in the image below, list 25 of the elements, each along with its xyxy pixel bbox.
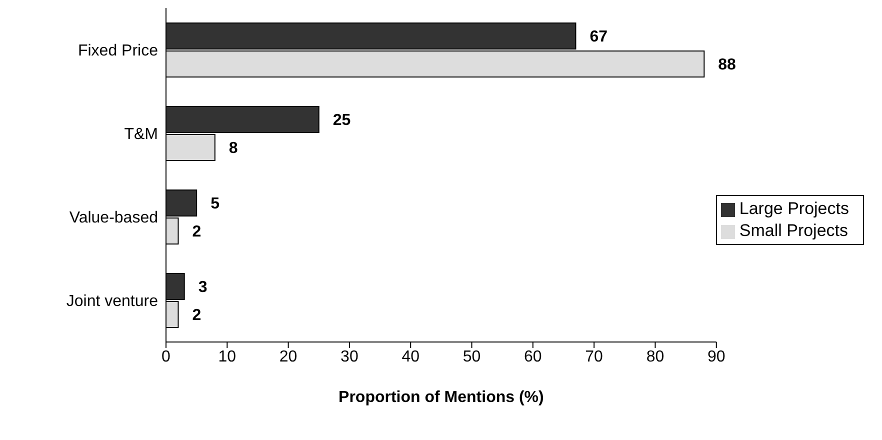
x-axis-title: Proportion of Mentions (%) — [338, 389, 544, 406]
x-tick-label: 80 — [646, 348, 664, 366]
legend-label: Large Projects — [739, 199, 849, 218]
x-tick-label: 40 — [402, 348, 420, 366]
x-tick-label: 0 — [162, 348, 171, 366]
data-label: 8 — [228, 140, 238, 158]
data-label: 67 — [590, 28, 608, 46]
x-tick-label: 70 — [585, 348, 604, 366]
data-label: 3 — [198, 279, 208, 296]
data-label: 2 — [192, 307, 202, 324]
x-tick-label: 50 — [462, 348, 481, 366]
y-tick-label: T&M — [124, 126, 158, 143]
data-label: 25 — [332, 112, 351, 130]
data-label: 88 — [718, 56, 736, 74]
data-label: 5 — [210, 196, 220, 213]
y-tick-label: Fixed Price — [78, 42, 158, 60]
x-tick-label: 30 — [340, 348, 358, 366]
legend-label: Small Projects — [739, 221, 848, 240]
data-label: 2 — [192, 224, 202, 241]
x-tick-label: 20 — [279, 348, 298, 366]
x-tick-label: 10 — [218, 348, 236, 366]
y-tick-label: Value-based — [69, 209, 158, 226]
x-tick-label: 90 — [707, 348, 726, 366]
x-tick-label: 60 — [524, 348, 542, 366]
y-tick-label: Joint venture — [66, 292, 158, 310]
